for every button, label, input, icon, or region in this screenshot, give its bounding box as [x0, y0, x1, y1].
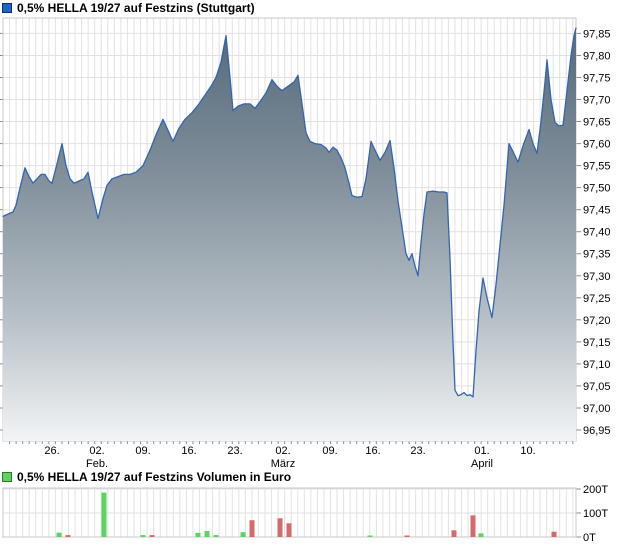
svg-text:97,45: 97,45 [583, 205, 611, 217]
svg-text:26.: 26. [44, 445, 59, 457]
price-legend-swatch-icon [2, 3, 12, 13]
svg-text:April: April [471, 458, 493, 470]
svg-text:97,75: 97,75 [583, 73, 611, 85]
svg-text:100T: 100T [583, 508, 608, 520]
volume-chart-title: 0,5% HELLA 19/27 auf Festzins Volumen in… [17, 470, 292, 484]
svg-text:23.: 23. [227, 445, 242, 457]
svg-text:0T: 0T [583, 532, 596, 544]
svg-text:200T: 200T [583, 484, 608, 496]
svg-text:97,15: 97,15 [583, 337, 611, 349]
svg-text:97,10: 97,10 [583, 359, 611, 371]
svg-text:09.: 09. [135, 445, 150, 457]
svg-text:97,20: 97,20 [583, 315, 611, 327]
svg-text:97,65: 97,65 [583, 117, 611, 129]
svg-text:97,55: 97,55 [583, 161, 611, 173]
svg-text:23.: 23. [410, 445, 425, 457]
svg-text:97,50: 97,50 [583, 183, 611, 195]
svg-text:97,40: 97,40 [583, 227, 611, 239]
svg-text:16.: 16. [181, 445, 196, 457]
svg-text:97,00: 97,00 [583, 403, 611, 415]
volume-chart-legend: 0,5% HELLA 19/27 auf Festzins Volumen in… [2, 470, 291, 484]
svg-text:01.: 01. [474, 445, 489, 457]
svg-text:97,05: 97,05 [583, 381, 611, 393]
svg-text:97,85: 97,85 [583, 28, 611, 40]
svg-text:02.: 02. [275, 445, 290, 457]
price-chart-legend: 0,5% HELLA 19/27 auf Festzins (Stuttgart… [2, 1, 255, 15]
volume-legend-swatch-icon [2, 472, 12, 482]
svg-text:97,80: 97,80 [583, 51, 611, 63]
price-chart-title: 0,5% HELLA 19/27 auf Festzins (Stuttgart… [17, 1, 255, 15]
svg-text:02.: 02. [89, 445, 104, 457]
svg-text:März: März [271, 458, 295, 470]
svg-text:97,35: 97,35 [583, 249, 611, 261]
svg-text:97,25: 97,25 [583, 293, 611, 305]
svg-text:09.: 09. [322, 445, 337, 457]
svg-text:97,70: 97,70 [583, 95, 611, 107]
svg-text:Feb.: Feb. [86, 458, 108, 470]
svg-text:97,30: 97,30 [583, 271, 611, 283]
svg-text:16.: 16. [365, 445, 380, 457]
svg-text:96,95: 96,95 [583, 425, 611, 437]
svg-text:10.: 10. [520, 445, 535, 457]
svg-text:97,60: 97,60 [583, 139, 611, 151]
